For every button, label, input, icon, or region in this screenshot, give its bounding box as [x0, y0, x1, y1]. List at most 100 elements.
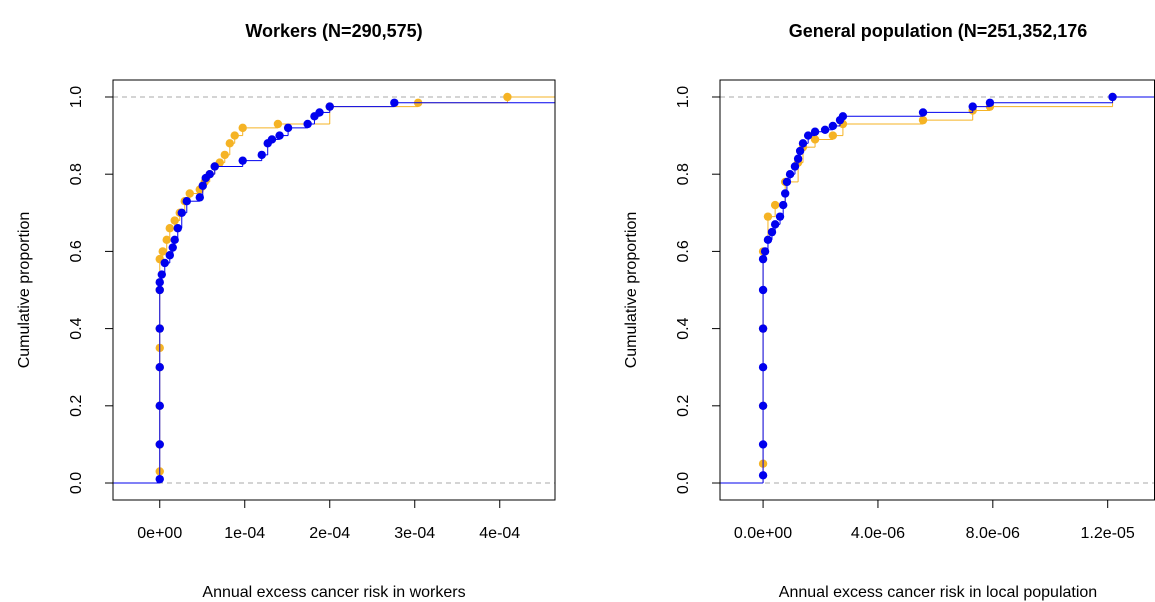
y-tick-label: 0.6 [675, 240, 692, 262]
point [177, 208, 186, 217]
point [160, 258, 169, 268]
point [782, 177, 792, 187]
point [793, 154, 803, 163]
y-tick-label: 0.8 [675, 163, 692, 185]
point [758, 440, 768, 449]
point [210, 162, 219, 171]
chart-title: General population (N=251,352,176 [789, 21, 1088, 41]
y-tick-label: 0.0 [68, 472, 85, 494]
point [283, 123, 293, 133]
point [775, 212, 785, 221]
y-tick-label: 0.2 [675, 395, 692, 417]
point [238, 123, 247, 133]
point [157, 270, 166, 279]
point [173, 224, 182, 233]
point [238, 156, 247, 165]
point [257, 150, 266, 160]
point [155, 440, 164, 449]
point [758, 254, 768, 264]
point [325, 102, 334, 111]
point [225, 139, 234, 148]
plot-frame [719, 79, 1155, 501]
point [803, 131, 813, 140]
point [155, 324, 164, 333]
point [985, 98, 995, 107]
point [778, 200, 788, 210]
plot-frame [112, 79, 556, 501]
point [275, 131, 284, 140]
y-axis-label: Cumulative proportion [16, 212, 33, 369]
point [315, 108, 324, 117]
point [503, 92, 512, 102]
point [918, 115, 928, 125]
point [760, 247, 770, 256]
point [155, 474, 164, 484]
y-tick-label: 1.0 [675, 86, 692, 108]
point [968, 102, 977, 111]
x-tick-label: 8.0e-06 [966, 525, 1020, 542]
point [820, 125, 830, 134]
x-axis-label: Annual excess cancer risk in workers [202, 584, 465, 601]
x-tick-label: 4e-04 [479, 525, 520, 542]
point [165, 251, 174, 260]
point [162, 235, 171, 245]
x-axis-label: Annual excess cancer risk in local popul… [779, 584, 1097, 601]
point [758, 285, 768, 295]
y-tick-label: 0.0 [675, 472, 692, 494]
y-tick-label: 0.8 [68, 163, 85, 185]
point [763, 212, 773, 221]
x-tick-label: 1e-04 [224, 525, 265, 542]
point [303, 119, 312, 129]
point [758, 324, 768, 333]
point [205, 169, 214, 179]
point [155, 278, 164, 287]
point [758, 471, 768, 480]
x-tick-label: 3e-04 [394, 525, 435, 542]
point [758, 401, 768, 411]
point [267, 135, 277, 144]
point [810, 127, 820, 136]
point [1108, 92, 1117, 102]
chart-title: Workers (N=290,575) [245, 21, 422, 41]
plot-area [113, 92, 555, 484]
point [168, 243, 177, 252]
point [155, 285, 164, 295]
point [155, 401, 164, 411]
point [785, 169, 795, 179]
point [838, 112, 848, 121]
point [780, 189, 790, 198]
point [758, 363, 768, 372]
x-tick-label: 1.2e-05 [1081, 525, 1135, 542]
point [273, 119, 283, 129]
point [770, 200, 780, 210]
point [810, 135, 820, 144]
x-tick-label: 2e-04 [309, 525, 350, 542]
point [790, 162, 800, 171]
point [158, 247, 167, 256]
y-tick-label: 0.4 [68, 317, 85, 339]
point [763, 235, 773, 245]
point [170, 216, 179, 225]
y-tick-label: 0.2 [68, 395, 85, 417]
point [230, 131, 239, 140]
point [165, 224, 174, 233]
x-tick-label: 4.0e-06 [851, 525, 905, 542]
point [198, 181, 207, 190]
y-tick-label: 0.6 [68, 240, 85, 262]
point [182, 197, 191, 206]
y-tick-label: 0.4 [675, 317, 692, 339]
point [390, 98, 399, 107]
point [185, 189, 194, 198]
point [220, 150, 229, 160]
x-tick-label: 0e+00 [137, 525, 182, 542]
point [155, 363, 164, 372]
point [828, 121, 838, 131]
plot-area [720, 92, 1155, 484]
point [195, 193, 204, 202]
y-tick-label: 1.0 [68, 86, 85, 108]
point [795, 146, 805, 156]
point [828, 131, 838, 140]
point [798, 139, 808, 148]
point [170, 235, 179, 245]
